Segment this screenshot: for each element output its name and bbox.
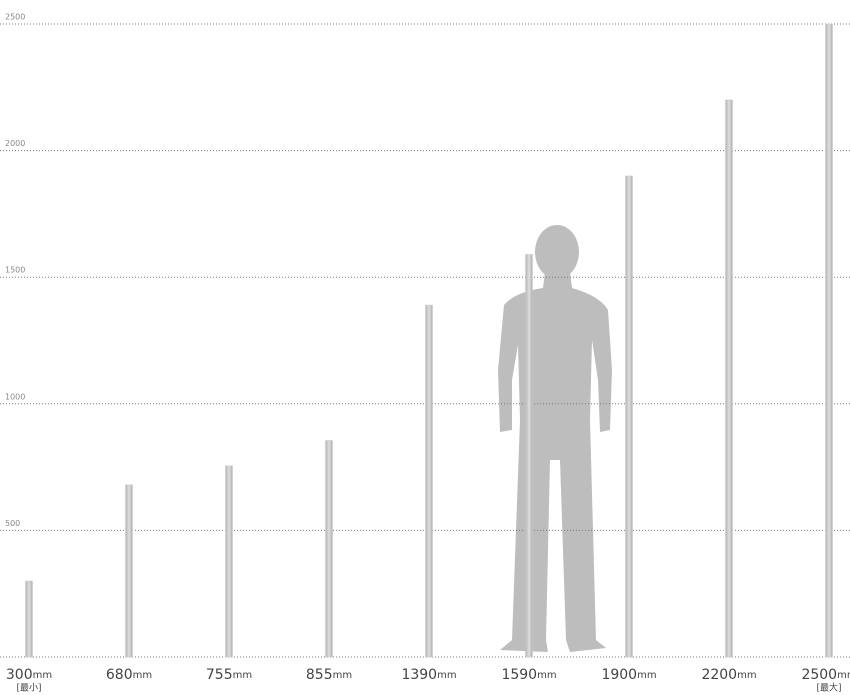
pole bbox=[425, 304, 433, 658]
pole bbox=[125, 484, 133, 658]
pole bbox=[225, 465, 233, 658]
y-tick-label: 500 bbox=[5, 519, 20, 528]
x-tick-label: 680mm bbox=[106, 667, 152, 683]
x-tick-label: 300mm bbox=[6, 667, 52, 683]
category-note: [最小] bbox=[16, 683, 41, 694]
x-tick-label: 2200mm bbox=[701, 667, 756, 683]
x-tick-label: 755mm bbox=[206, 667, 252, 683]
x-tick-label: 1590mm bbox=[501, 667, 556, 683]
y-tick-label: 2000 bbox=[5, 139, 25, 148]
y-tick-label: 2500 bbox=[5, 13, 25, 22]
pole bbox=[625, 175, 633, 658]
pole bbox=[725, 99, 733, 658]
x-tick-label: 2500mm bbox=[801, 667, 850, 683]
x-tick-label: 1900mm bbox=[601, 667, 656, 683]
pole bbox=[825, 23, 833, 658]
y-tick-label: 1500 bbox=[5, 266, 25, 275]
pole bbox=[25, 580, 33, 658]
pole bbox=[325, 440, 333, 658]
human-silhouette bbox=[498, 225, 612, 652]
pole bbox=[525, 254, 533, 658]
x-tick-label: 855mm bbox=[306, 667, 352, 683]
y-tick-label: 1000 bbox=[5, 392, 25, 401]
category-note: [最大] bbox=[816, 682, 841, 694]
x-tick-label: 1390mm bbox=[401, 667, 456, 683]
